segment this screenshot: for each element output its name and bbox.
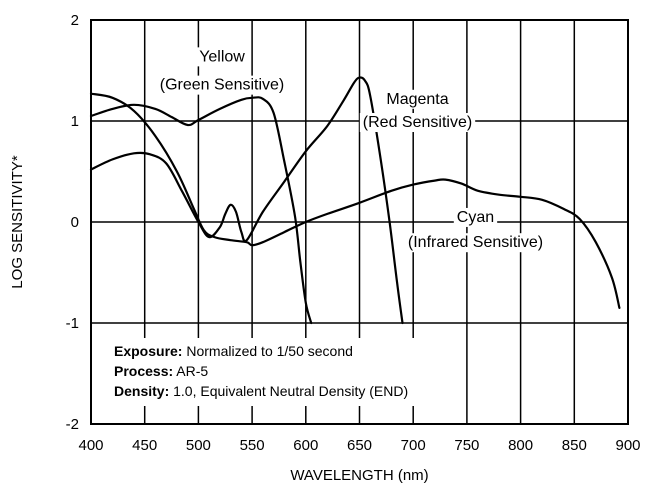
x-axis-title: WAVELENGTH (nm) <box>290 467 428 484</box>
y-tick-label: 2 <box>71 12 79 29</box>
x-tick-label: 650 <box>347 437 372 454</box>
x-tick-label: 700 <box>401 437 426 454</box>
curve-label-background <box>383 89 452 109</box>
conditions-notes: Exposure: Normalized to 1/50 second Proce… <box>104 338 415 406</box>
y-tick-label: -2 <box>66 416 79 433</box>
x-tick-label: 600 <box>293 437 318 454</box>
curve-label-background <box>404 233 547 253</box>
yellow-curve <box>89 96 313 325</box>
notes-background <box>104 338 415 406</box>
curve-label: (Infrared Sensitive) <box>408 234 543 251</box>
x-tick-label: 450 <box>132 437 157 454</box>
y-axis-title: LOG SENSITIVITY* <box>9 155 26 289</box>
curve-annotations: Yellow (Green Sensitive) Magenta (Red Sensi… <box>156 47 547 253</box>
note-label: Density: <box>114 383 169 399</box>
magenta-curve <box>89 76 404 325</box>
curve-label: Yellow <box>199 48 245 65</box>
curve-label-background <box>156 75 288 95</box>
note-label: Exposure: <box>114 343 182 359</box>
x-tick-label: 550 <box>240 437 265 454</box>
curve-label: Cyan <box>457 209 494 226</box>
note-value: AR-5 <box>173 363 208 379</box>
x-tick-label: 900 <box>615 437 640 454</box>
y-tick-label: 1 <box>71 113 79 130</box>
note-value: 1.0, Equivalent Neutral Density (END) <box>169 383 408 399</box>
plot-frame <box>90 19 629 425</box>
y-tick-label: -1 <box>66 315 79 332</box>
x-tick-label: 500 <box>186 437 211 454</box>
x-tick-label: 400 <box>78 437 103 454</box>
x-tick-label: 750 <box>454 437 479 454</box>
curve-label: Magenta <box>386 91 448 108</box>
note-line: Exposure: Normalized to 1/50 second <box>114 343 353 359</box>
y-tick-label: 0 <box>71 214 79 231</box>
note-line: Process: AR-5 <box>114 363 208 379</box>
curve-label-background <box>196 47 249 67</box>
curve-label-background <box>359 113 476 133</box>
x-tick-label: 850 <box>562 437 587 454</box>
note-value: Normalized to 1/50 second <box>182 343 352 359</box>
curve-label: (Red Sensitive) <box>363 114 472 131</box>
note-line: Density: 1.0, Equivalent Neutral Density… <box>114 383 408 399</box>
x-tick-label: 800 <box>508 437 533 454</box>
note-label: Process: <box>114 363 173 379</box>
cyan-curve <box>89 92 621 309</box>
curve-label: (Green Sensitive) <box>160 77 285 94</box>
curve-label-background <box>453 207 498 227</box>
tick-labels: 400 450 500 550 600 650 700 750 800 850 900 2 1 0 -1 -2 <box>66 12 641 454</box>
series-group <box>89 76 621 325</box>
